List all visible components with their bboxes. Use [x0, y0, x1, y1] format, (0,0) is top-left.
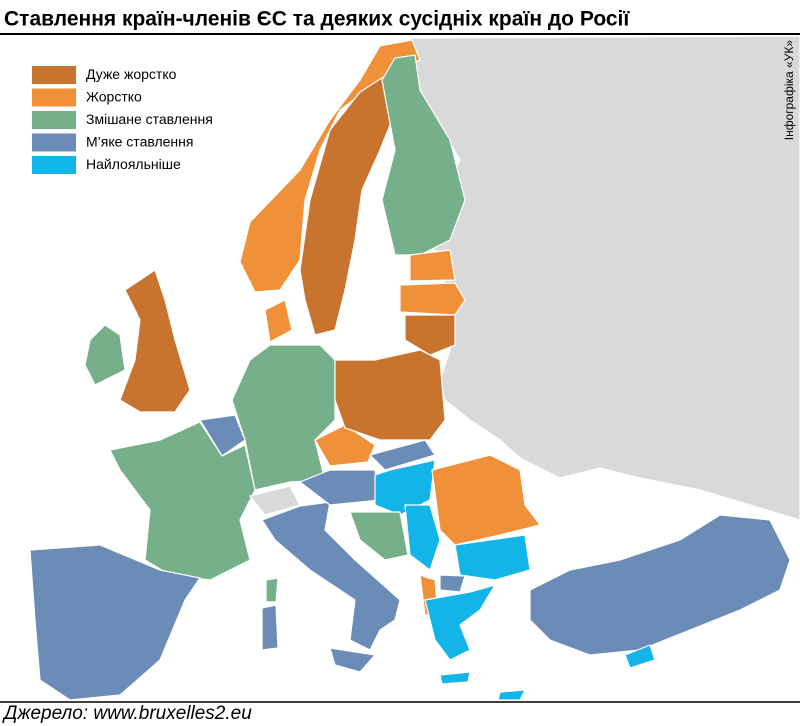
country	[334, 349, 446, 441]
country	[314, 424, 376, 467]
country	[368, 439, 436, 471]
country	[431, 454, 542, 546]
country	[399, 282, 466, 316]
country	[29, 544, 202, 701]
country	[265, 577, 279, 603]
country	[404, 314, 456, 356]
legend-swatch	[32, 88, 76, 107]
source: Джерело: www.bruxelles2.eu	[2, 703, 252, 724]
switzerland	[248, 485, 301, 516]
legend-swatch	[32, 111, 76, 129]
country	[497, 689, 527, 701]
country	[119, 269, 191, 413]
map	[29, 35, 800, 701]
country	[424, 584, 497, 661]
legend: Дуже жорстко Жорстко Змішане ставлення М’як…	[32, 66, 213, 174]
country	[454, 534, 531, 581]
legend-swatch	[32, 133, 76, 152]
legend-label: Дуже жорстко	[86, 66, 177, 82]
black-sea	[529, 493, 641, 547]
country	[624, 644, 656, 669]
country	[261, 604, 279, 651]
legend-label: Змішане ставлення	[86, 111, 213, 127]
country	[109, 421, 256, 581]
country	[439, 671, 471, 685]
legend-swatch	[32, 66, 76, 84]
legend-label: Найлояльніше	[86, 156, 181, 172]
country	[439, 574, 466, 593]
country	[84, 324, 126, 386]
country	[264, 299, 293, 343]
country	[299, 75, 393, 336]
country	[409, 249, 456, 282]
country	[381, 54, 466, 256]
country	[329, 647, 377, 673]
country	[529, 514, 791, 656]
title: Ставлення країн-членів ЄС та деяких сусі…	[4, 8, 630, 31]
legend-label: Жорстко	[86, 89, 142, 105]
country	[261, 501, 401, 651]
credit: Інфографіка «УК»	[782, 40, 796, 141]
legend-label: М’яке ставлення	[86, 134, 193, 150]
country	[404, 504, 441, 571]
country	[374, 459, 436, 516]
legend-swatch	[32, 156, 76, 174]
non-eu-land	[409, 35, 800, 521]
country	[349, 511, 409, 561]
